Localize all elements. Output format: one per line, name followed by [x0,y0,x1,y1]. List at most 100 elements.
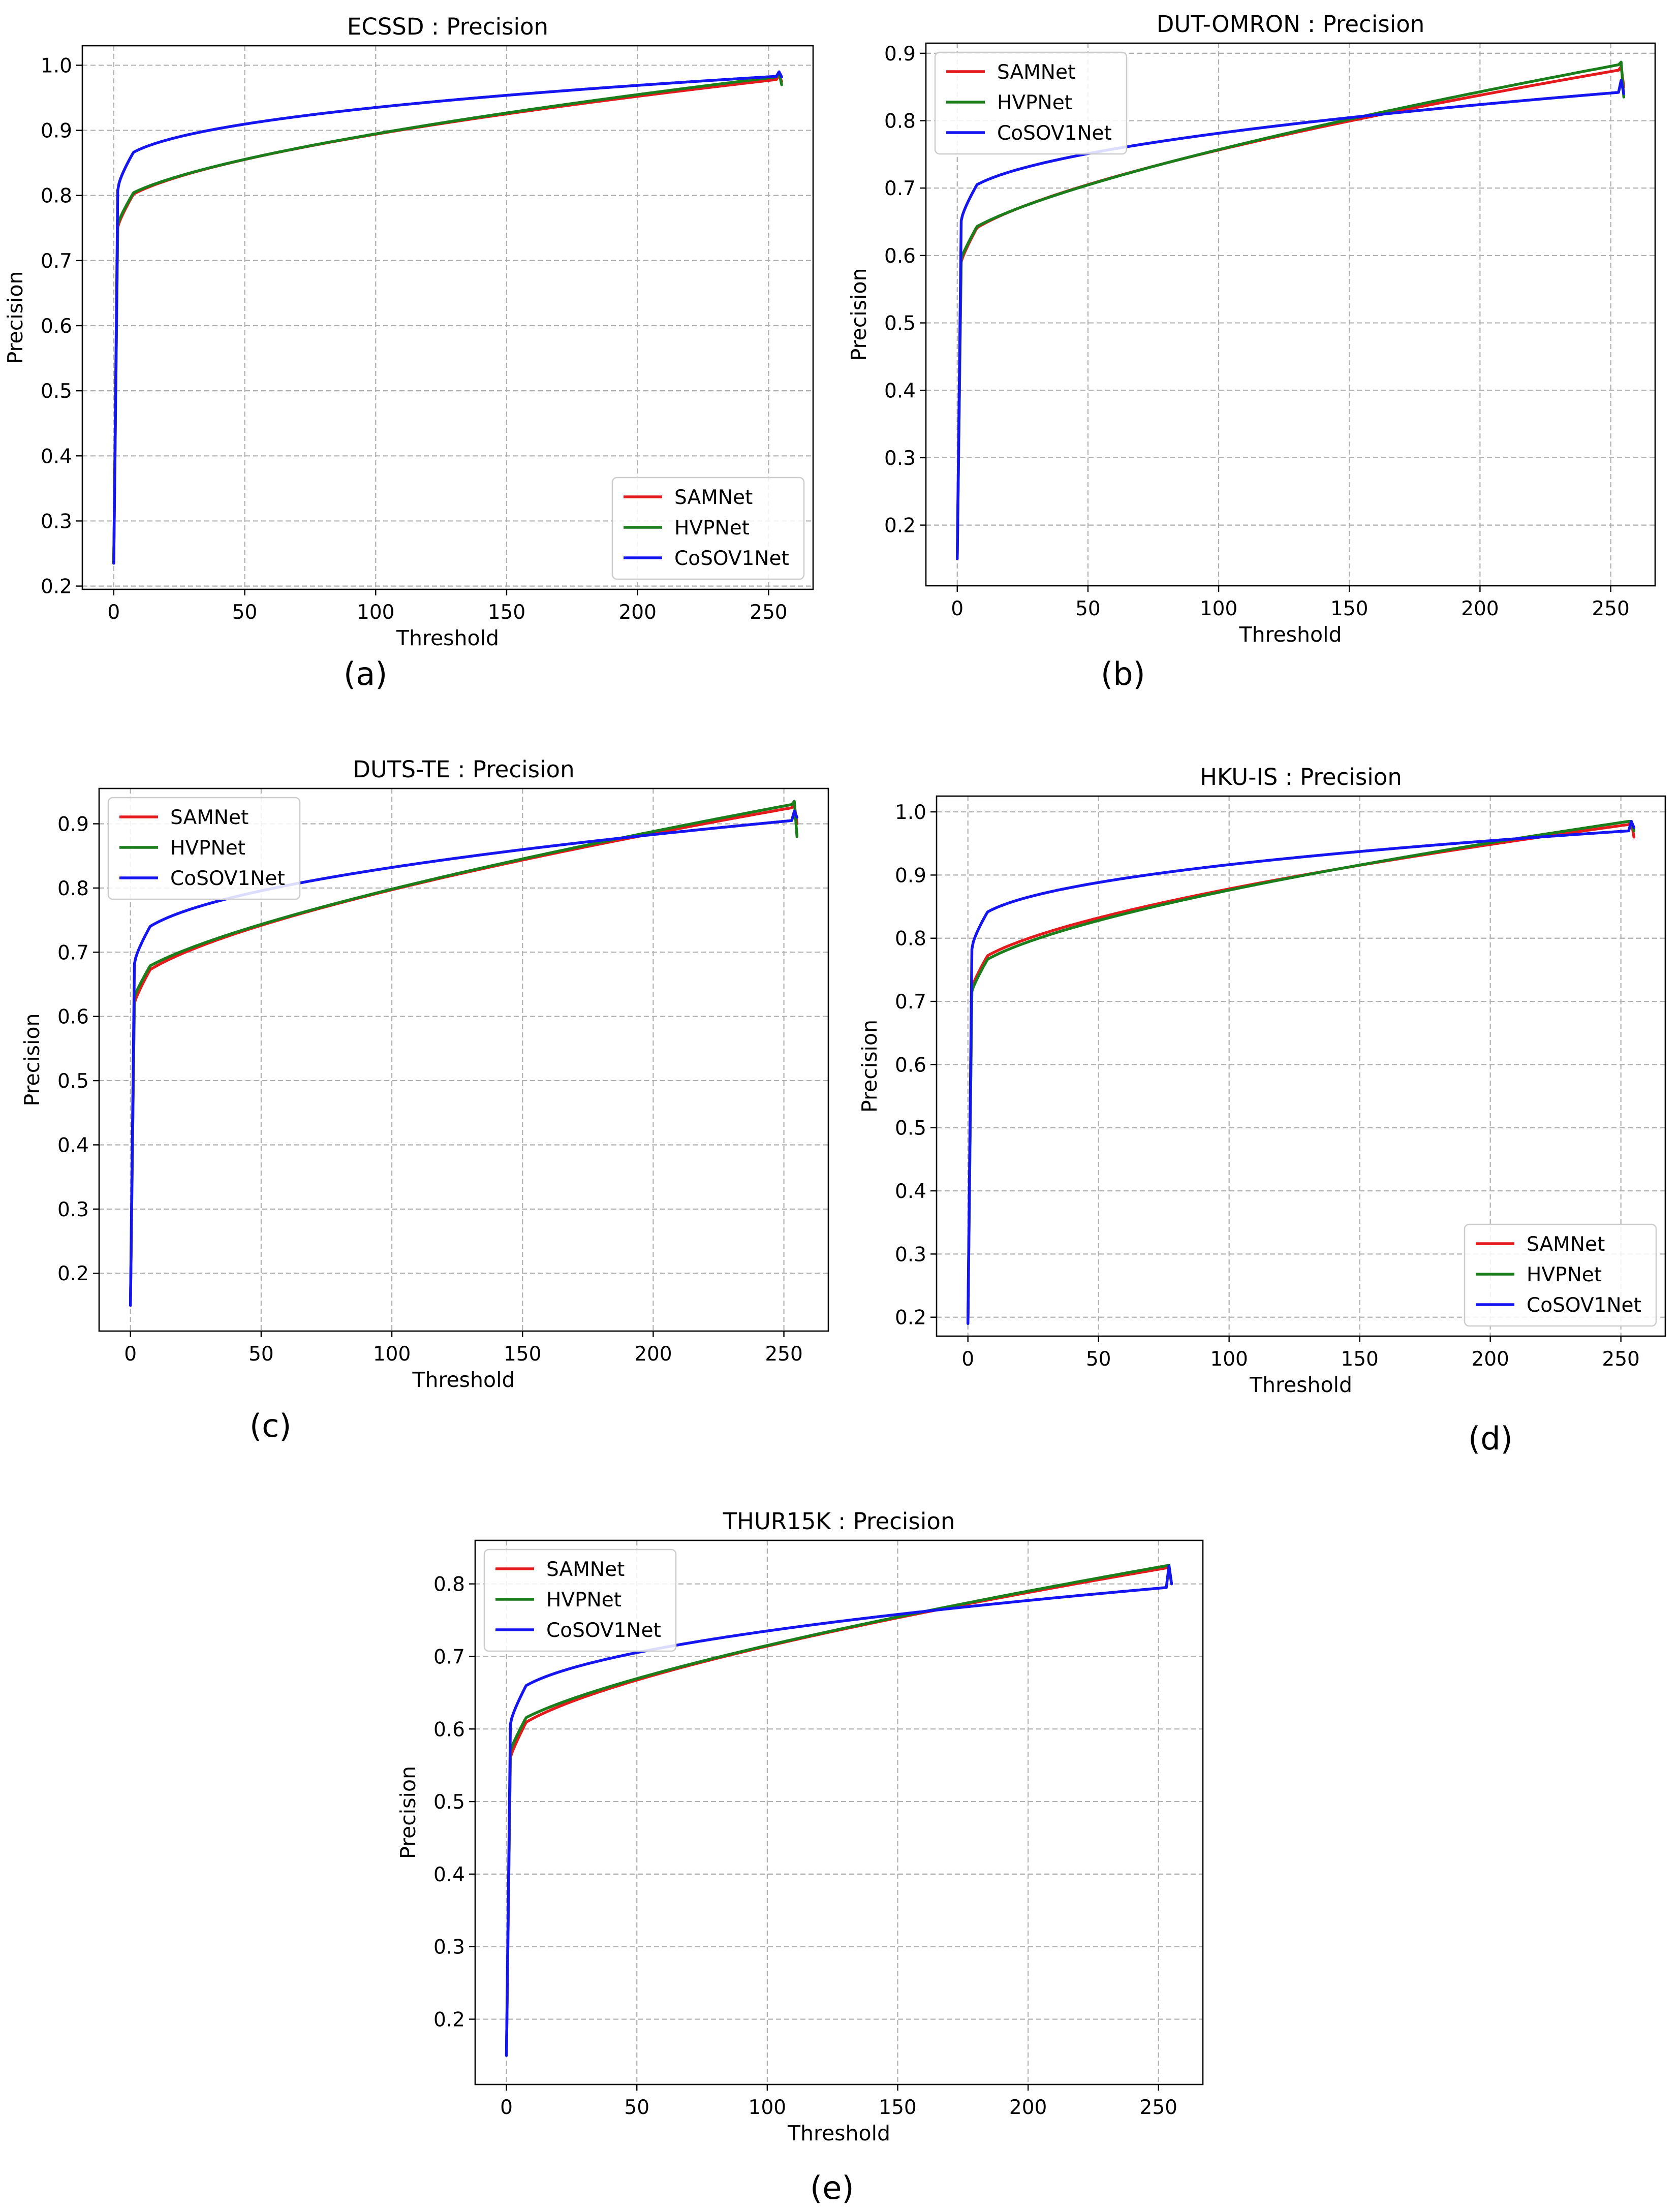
caption-b: (b) [1101,655,1145,692]
x-tick-label: 50 [232,601,258,624]
plot-frame [936,795,1666,1337]
y-tick-label: 1.0 [895,801,926,824]
y-axis-label: Precision [847,268,871,361]
y-axis-label: Precision [3,271,27,364]
y-tick-label: 0.7 [57,941,89,964]
x-tick-label: 0 [107,601,120,624]
y-tick-label: 0.5 [433,1791,465,1814]
y-tick-label: 0.8 [895,928,926,951]
legend-label-hvpnet: HVPNet [546,1589,622,1611]
legend-label-cosov1net: CoSOV1Net [546,1619,661,1642]
y-tick-label: 0.2 [884,515,916,538]
plot-frame [98,787,829,1332]
y-tick-label: 0.9 [57,813,89,836]
y-tick-label: 0.9 [41,120,72,143]
chart-title: THUR15K : Precision [723,1508,955,1535]
x-tick-label: 100 [749,2096,786,2119]
legend-label-samnet: SAMNet [170,806,248,829]
legend-label-hvpnet: HVPNet [170,837,245,860]
x-tick-label: 150 [879,2096,916,2119]
x-tick-label: 250 [1140,2096,1177,2119]
x-tick-label: 150 [1330,597,1368,620]
x-tick-label: 0 [500,2096,513,2119]
caption-c: (c) [250,1407,292,1444]
legend-label-cosov1net: CoSOV1Net [170,867,285,890]
legend: SAMNet HVPNet CoSOV1Net [611,477,805,580]
x-tick-label: 0 [951,597,964,620]
series-line-hvpnet [112,72,783,565]
y-tick-label: 0.8 [884,110,916,133]
plot-frame [81,45,814,590]
caption-e: (e) [810,2169,854,2206]
x-axis-label: Threshold [412,1368,515,1392]
y-tick-label: 0.2 [41,576,72,598]
x-tick-label: 200 [634,1343,672,1366]
series-line-cosov1net [966,819,1636,1325]
y-tick-label: 0.6 [57,1006,89,1029]
y-tick-label: 0.4 [884,380,916,402]
x-tick-label: 150 [488,601,525,624]
series-line-hvpnet [505,1563,1173,2057]
x-tick-label: 50 [1086,1348,1111,1371]
legend: SAMNet HVPNet CoSOV1Net [934,51,1128,155]
y-tick-label: 0.7 [895,991,926,1014]
legend: SAMNet HVPNet CoSOV1Net [1464,1223,1657,1327]
y-tick-label: 0.4 [41,445,72,468]
legend-label-cosov1net: CoSOV1Net [997,122,1112,145]
x-axis-label: Threshold [396,626,499,650]
legend-label-cosov1net: CoSOV1Net [1527,1294,1641,1317]
x-tick-label: 100 [373,1343,411,1366]
legend-label-samnet: SAMNet [546,1558,625,1581]
y-tick-label: 0.5 [41,380,72,403]
y-tick-label: 0.5 [884,312,916,335]
x-tick-label: 50 [248,1343,274,1366]
legend-box [107,797,301,900]
y-tick-label: 0.9 [895,864,926,887]
chart-title: ECSSD : Precision [347,13,548,40]
x-tick-label: 150 [504,1343,541,1366]
legend: SAMNet HVPNet CoSOV1Net [483,1549,677,1652]
caption-d: (d) [1468,1420,1513,1457]
y-axis-label: Precision [396,1766,420,1859]
x-axis-label: Threshold [1238,622,1342,647]
legend-box [934,51,1128,155]
y-tick-label: 0.8 [433,1573,465,1596]
legend-label-hvpnet: HVPNet [674,517,750,540]
y-tick-label: 0.7 [433,1646,465,1668]
y-tick-label: 0.2 [895,1307,926,1330]
x-tick-label: 250 [1592,597,1629,620]
x-tick-label: 250 [765,1343,802,1366]
y-tick-label: 1.0 [41,54,72,77]
series-line-cosov1net [955,79,1626,560]
chart-title: HKU-IS : Precision [1200,764,1402,791]
chart-a: 0 50 100 150 200 250 0.2 0.3 0.4 0.5 0.6 0.7 0.8 0.9 1… [3,13,814,650]
legend-label-cosov1net: CoSOV1Net [674,547,789,570]
x-tick-label: 250 [1602,1348,1639,1371]
x-tick-label: 0 [124,1343,137,1366]
y-tick-label: 0.6 [884,245,916,268]
series-line-hvpnet [129,800,799,1307]
y-tick-label: 0.8 [57,877,89,900]
y-tick-label: 0.8 [41,185,72,208]
chart-d: 0 50 100 150 200 250 0.2 0.3 0.4 0.5 0.6 0.7 0.8 0.9 1… [857,764,1666,1397]
y-axis-label: Precision [857,1020,882,1113]
x-tick-label: 0 [961,1348,974,1371]
x-tick-label: 100 [1210,1348,1248,1371]
legend: SAMNet HVPNet CoSOV1Net [107,797,301,900]
chart-title: DUTS-TE : Precision [353,756,574,783]
y-tick-label: 0.4 [57,1134,89,1157]
y-tick-label: 0.2 [433,2008,465,2031]
y-tick-label: 0.9 [884,43,916,66]
plot-frame [925,42,1656,587]
x-axis-label: Threshold [787,2121,890,2145]
y-tick-label: 0.4 [895,1180,926,1203]
y-tick-label: 0.3 [884,447,916,470]
legend-box [483,1549,677,1652]
y-tick-label: 0.3 [57,1198,89,1221]
legend-label-samnet: SAMNet [674,486,753,509]
chart-b: 0 50 100 150 200 250 0.2 0.3 0.4 0.5 0.6 0.7 0.8 0.9 D… [847,11,1656,647]
y-tick-label: 0.3 [433,1936,465,1959]
y-tick-label: 0.3 [41,510,72,533]
y-tick-label: 0.4 [433,1863,465,1886]
